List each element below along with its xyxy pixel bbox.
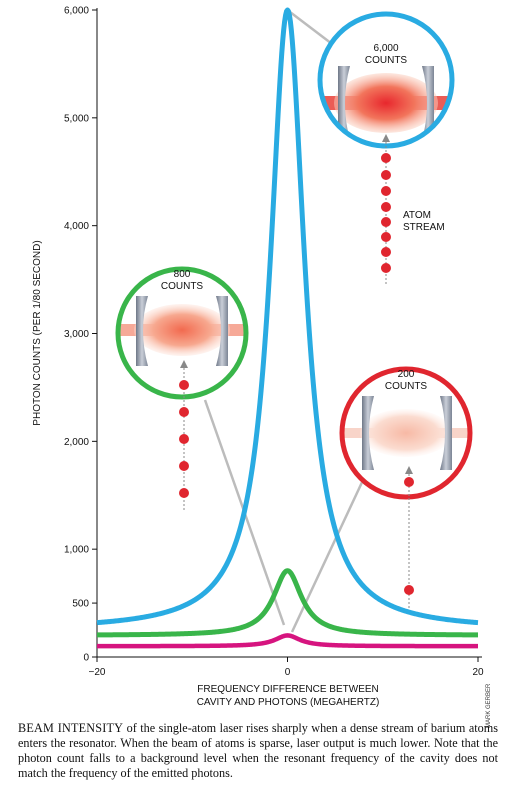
y-tick-label: 3,000 bbox=[64, 329, 89, 340]
atom-path-arrow-green bbox=[180, 360, 188, 368]
atoms-red bbox=[404, 477, 414, 595]
inset-green-ring bbox=[115, 266, 249, 400]
atom bbox=[381, 263, 391, 273]
y-tick-label: 2,000 bbox=[64, 437, 89, 448]
atom-stream-label-1: ATOM bbox=[403, 210, 431, 221]
atom bbox=[381, 247, 391, 257]
x-tick-label: 20 bbox=[472, 667, 484, 678]
atom bbox=[381, 232, 391, 242]
y-tick-label: 5,000 bbox=[64, 113, 89, 124]
atom bbox=[179, 434, 189, 444]
y-ticks: 0 500 1,000 2,000 3,000 4,000 5,000 6,000 bbox=[64, 6, 97, 664]
atom bbox=[179, 380, 189, 390]
atoms-green bbox=[179, 380, 189, 498]
mirror-right-red bbox=[440, 396, 452, 470]
mirror-left-green bbox=[136, 296, 148, 366]
inset-red-ring bbox=[339, 366, 473, 500]
atom-path-arrow-red bbox=[405, 466, 413, 474]
atom-stream-label-2: STREAM bbox=[403, 222, 445, 233]
x-ticks: −20 0 20 bbox=[89, 657, 484, 678]
cavity-glow-green bbox=[134, 304, 230, 356]
caption-lead: BEAM INTENSITY bbox=[18, 721, 124, 735]
series-layer bbox=[95, 7, 480, 649]
mirror-left-red bbox=[362, 396, 374, 470]
y-axis-title: PHOTON COUNTS (PER 1/80 SECOND) bbox=[32, 240, 43, 425]
atom bbox=[179, 488, 189, 498]
y-tick-label: 4,000 bbox=[64, 221, 89, 232]
cavity-glow-blue bbox=[334, 73, 438, 133]
y-tick-label: 500 bbox=[72, 599, 89, 610]
series-line-dense bbox=[95, 7, 480, 626]
series-line-medium bbox=[95, 568, 480, 638]
inset-red: 200 COUNTS bbox=[339, 366, 473, 608]
inset-green-label-2: COUNTS bbox=[161, 281, 204, 292]
y-tick-label: 0 bbox=[83, 653, 89, 664]
inset-blue: 6,000 COUNTS ATOM STREAM bbox=[317, 11, 455, 284]
illustration-credit: MARK GERBER bbox=[486, 683, 492, 728]
series-line-sparse bbox=[95, 633, 480, 649]
x-tick-label: −20 bbox=[89, 667, 106, 678]
inset-red-label-1: 200 bbox=[398, 369, 415, 380]
x-axis-title-line-1: FREQUENCY DIFFERENCE BETWEEN bbox=[197, 684, 379, 695]
atom bbox=[179, 461, 189, 471]
atom bbox=[404, 477, 414, 487]
inset-blue-label-2: COUNTS bbox=[365, 55, 408, 66]
atom bbox=[381, 186, 391, 196]
atom bbox=[404, 585, 414, 595]
caption-text: of the single-atom laser rises sharply w… bbox=[18, 721, 498, 780]
inset-green-label-1: 800 bbox=[174, 269, 191, 280]
atom bbox=[381, 202, 391, 212]
atom bbox=[381, 217, 391, 227]
inset-blue-label-1: 6,000 bbox=[373, 43, 398, 54]
y-tick-label: 1,000 bbox=[64, 545, 89, 556]
inset-green: 800 COUNTS bbox=[115, 266, 249, 510]
atoms-blue bbox=[381, 153, 391, 273]
mirror-right-blue bbox=[422, 66, 434, 140]
x-tick-label: 0 bbox=[285, 667, 291, 678]
x-axis-title-line-2: CAVITY AND PHOTONS (MEGAHERTZ) bbox=[197, 697, 380, 708]
y-tick-label: 6,000 bbox=[64, 6, 89, 17]
cavity-glow-red bbox=[360, 409, 452, 457]
mirror-right-green bbox=[216, 296, 228, 366]
figure-caption: BEAM INTENSITY of the single-atom laser … bbox=[18, 721, 498, 781]
mirror-left-blue bbox=[338, 66, 350, 140]
atom-path-arrow-blue bbox=[382, 134, 390, 142]
atom bbox=[381, 170, 391, 180]
inset-red-label-2: COUNTS bbox=[385, 381, 428, 392]
atom bbox=[381, 153, 391, 163]
atom bbox=[179, 407, 189, 417]
